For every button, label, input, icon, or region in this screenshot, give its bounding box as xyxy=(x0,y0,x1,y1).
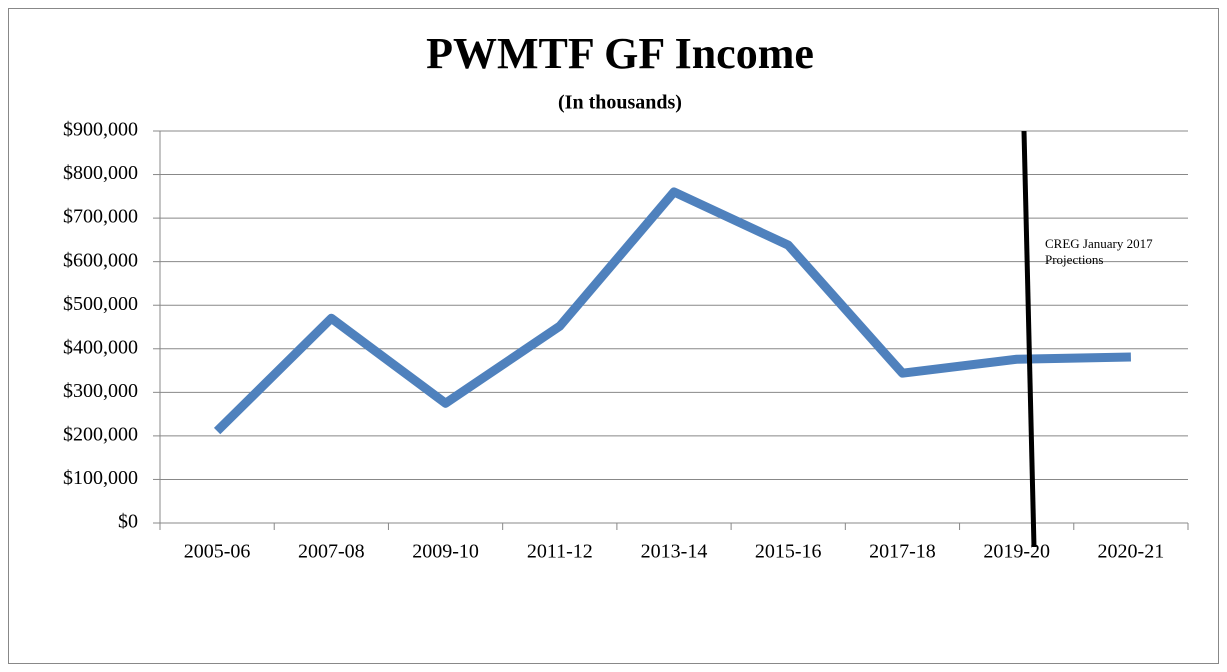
chart-subtitle: (In thousands) xyxy=(558,92,682,114)
y-tick-label: $0 xyxy=(118,511,138,533)
projection-divider xyxy=(1021,130,1037,548)
x-tick-label: 2011-12 xyxy=(527,541,593,563)
y-tick-label: $200,000 xyxy=(63,423,138,445)
data-line xyxy=(213,187,1131,435)
y-tick-label: $800,000 xyxy=(63,162,138,184)
y-tick-label: $500,000 xyxy=(63,293,138,315)
chart-border xyxy=(8,8,1219,664)
y-tick-label: $400,000 xyxy=(63,336,138,358)
x-tick-label: 2009-10 xyxy=(412,541,479,563)
x-tick-label: 2017-18 xyxy=(869,541,936,563)
chart-title: PWMTF GF Income xyxy=(426,29,814,78)
x-tick-label: 2015-16 xyxy=(755,541,822,563)
x-tick-label: 2007-08 xyxy=(298,541,365,563)
x-tick-label: 2020-21 xyxy=(1098,541,1165,563)
x-tick-label: 2013-14 xyxy=(641,541,708,563)
x-tick-label: 2005-06 xyxy=(184,541,251,563)
y-tick-label: $600,000 xyxy=(63,249,138,271)
annotation: CREG January 2017 Projections xyxy=(1045,236,1153,267)
x-tick-label: 2019-20 xyxy=(983,541,1050,563)
y-tick-label: $300,000 xyxy=(63,380,138,402)
y-tick-label: $700,000 xyxy=(63,206,138,228)
y-tick-label: $900,000 xyxy=(63,119,138,141)
y-tick-label: $100,000 xyxy=(63,467,138,489)
